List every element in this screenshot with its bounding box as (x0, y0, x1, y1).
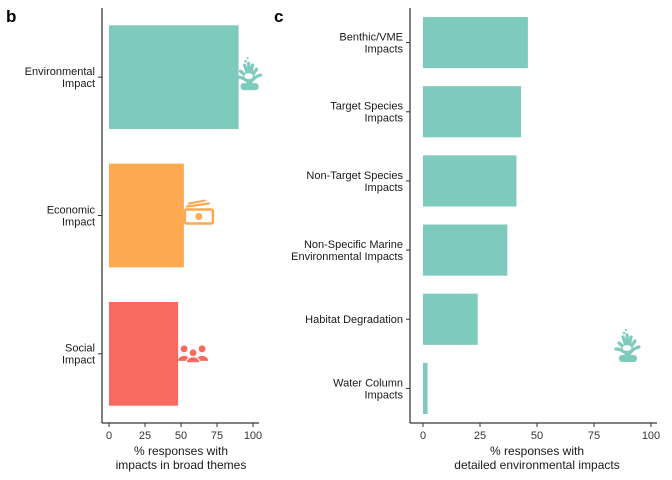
category-label-5: Water Column Impacts (333, 377, 403, 401)
x-axis-title: % responses with detailed environmental i… (454, 444, 619, 472)
bar-0 (423, 16, 528, 69)
bar-2 (423, 155, 517, 207)
bar-2 (109, 301, 179, 406)
category-label-2: Non-Target Species Impacts (306, 170, 403, 194)
category-label-2: Social Impact (62, 343, 95, 367)
x-tick-label: 25 (474, 430, 486, 442)
category-label-3: Non-Specific Marine Environmental Impacts (291, 239, 403, 263)
coral-icon (614, 329, 641, 362)
x-tick-label: 100 (244, 430, 262, 442)
coral-icon (236, 57, 263, 91)
panel-c-chart: Benthic/VME Impacts Target Species Impacts N… (291, 8, 660, 472)
x-tick-label: 75 (211, 430, 223, 442)
panel-b-chart: Environmental Impact Economic Impact Social I… (25, 8, 263, 472)
category-label-1: Target Species Impacts (330, 101, 403, 125)
x-tick-label: 50 (531, 430, 543, 442)
panel-c-letter: c (274, 7, 283, 26)
bar-1 (423, 86, 522, 138)
bar-1 (109, 163, 184, 268)
bar-0 (109, 25, 239, 130)
category-label-0: Environmental Impact (25, 66, 95, 90)
x-tick-label: 75 (588, 430, 600, 442)
bar-3 (423, 224, 508, 276)
x-tick-label: 25 (139, 430, 151, 442)
bar-4 (423, 293, 478, 345)
x-tick-label: 0 (106, 430, 112, 442)
panel-b-letter: b (6, 7, 16, 26)
category-label-0: Benthic/VME Impacts (339, 31, 403, 55)
x-tick-label: 50 (175, 430, 187, 442)
people-icon (178, 345, 209, 364)
money-icon (183, 199, 215, 225)
x-tick-label: 100 (642, 430, 660, 442)
x-tick-label: 0 (420, 430, 426, 442)
x-axis-title: % responses with impacts in broad themes (116, 444, 247, 472)
bar-5 (423, 362, 428, 415)
category-label-4: Habitat Degradation (305, 314, 403, 326)
category-label-1: Economic Impact (47, 204, 96, 228)
